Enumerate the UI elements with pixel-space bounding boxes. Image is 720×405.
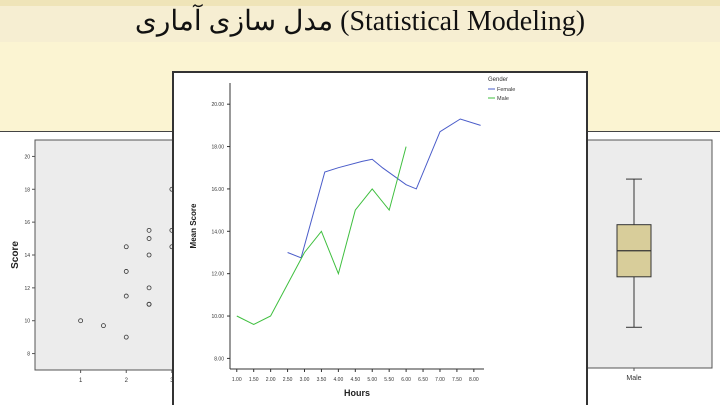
scatter-point — [123, 244, 129, 250]
legend-label-male: Male — [497, 96, 509, 102]
line-chart-panel: 20.00 18.00 16.00 14.00 12.00 10.00 8.00 1.00 1.… — [172, 71, 588, 405]
line-y-tick-label: 12.00 — [211, 272, 224, 278]
top-accent-band — [0, 0, 720, 6]
scatter-y-tick-label: 8 — [27, 352, 30, 358]
scatter-y-axis-label: Score — [10, 241, 21, 269]
legend-label-female: Female — [497, 87, 515, 93]
scatter-point — [123, 334, 129, 340]
scatter-point — [146, 227, 152, 233]
line-x-tick-label: 3.50 — [317, 377, 327, 383]
line-x-tick-label: 7.50 — [452, 377, 462, 383]
line-x-tick-label: 1.00 — [232, 377, 242, 383]
line-x-axis-label: Hours — [344, 388, 370, 398]
scatter-plot-area — [34, 139, 182, 371]
line-x-tick-label: 6.50 — [418, 377, 428, 383]
scatter-point — [123, 293, 129, 299]
scatter-y-tick-label: 20 — [24, 154, 30, 160]
line-y-tick-label: 20.00 — [211, 102, 224, 108]
line-y-tick-label: 8.00 — [214, 356, 224, 362]
slide-title: مدل سازی آماری (Statistical Modeling) — [134, 6, 586, 37]
line-x-tick-label: 6.00 — [401, 377, 411, 383]
scatter-point — [146, 285, 152, 291]
line-x-tick-label: 3.00 — [300, 377, 310, 383]
line-x-tick-label: 2.00 — [266, 377, 276, 383]
line-x-tick-label: 4.50 — [350, 377, 360, 383]
scatter-point — [146, 252, 152, 258]
scatter-point — [146, 301, 152, 307]
line-x-tick-label: 5.00 — [367, 377, 377, 383]
scatter-x-tick-label: 2 — [125, 378, 129, 384]
boxplot-x-tick-label: Male — [626, 375, 641, 382]
line-y-tick-label: 18.00 — [211, 145, 224, 151]
scatter-x-tick-label: 1 — [79, 378, 83, 384]
line-y-tick-label: 14.00 — [211, 229, 224, 235]
scatter-chart-panel: 2018161412108123Score — [0, 131, 190, 405]
line-series-female — [287, 118, 481, 259]
line-x-tick-label: 5.50 — [384, 377, 394, 383]
boxplot-chart: Male — [576, 139, 713, 382]
title-bar — [0, 0, 720, 42]
line-x-tick-label: 7.00 — [435, 377, 445, 383]
scatter-point — [78, 318, 84, 324]
line-x-tick-label: 4.00 — [334, 377, 344, 383]
scatter-point — [101, 323, 106, 329]
scatter-y-tick-label: 14 — [24, 253, 30, 259]
scatter-point — [123, 269, 129, 274]
line-series-male — [236, 146, 407, 326]
line-y-tick-label: 16.00 — [211, 187, 224, 193]
line-y-axis-label: Mean Score — [189, 203, 198, 248]
legend-title: Gender — [488, 77, 508, 83]
scatter-y-tick-label: 12 — [24, 286, 30, 292]
scatter-point — [146, 236, 152, 241]
scatter-y-tick-label: 16 — [24, 220, 30, 226]
boxplot-chart-panel: Male — [575, 131, 720, 405]
scatter-y-tick-label: 10 — [24, 319, 30, 325]
line-y-tick-label: 10.00 — [211, 314, 224, 320]
line-x-tick-label: 2.50 — [283, 377, 293, 383]
scatter-y-tick-label: 18 — [24, 187, 30, 193]
scatter-chart: 2018161412108123Score — [10, 139, 182, 384]
line-chart: 20.00 18.00 16.00 14.00 12.00 10.00 8.00 1.00 1.… — [189, 77, 515, 398]
line-x-tick-label: 1.50 — [249, 377, 259, 383]
line-x-tick-label: 8.00 — [469, 377, 479, 383]
